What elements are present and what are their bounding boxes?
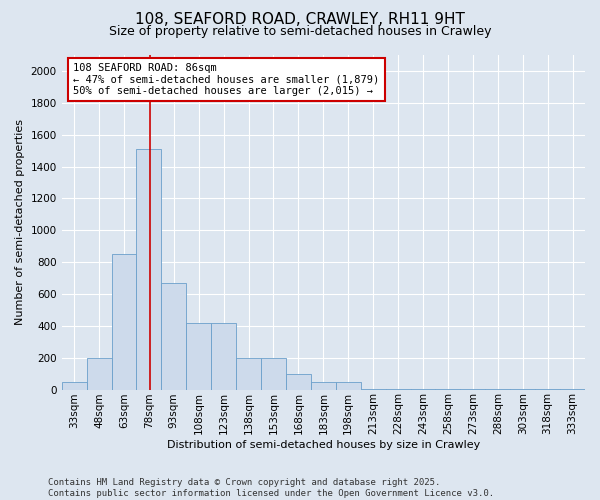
Text: Contains HM Land Registry data © Crown copyright and database right 2025.
Contai: Contains HM Land Registry data © Crown c… [48, 478, 494, 498]
Y-axis label: Number of semi-detached properties: Number of semi-detached properties [15, 120, 25, 326]
Text: Size of property relative to semi-detached houses in Crawley: Size of property relative to semi-detach… [109, 25, 491, 38]
Bar [286, 374, 311, 390]
Text: 108, SEAFORD ROAD, CRAWLEY, RH11 9HT: 108, SEAFORD ROAD, CRAWLEY, RH11 9HT [135, 12, 465, 28]
Bar [386, 388, 410, 390]
Bar [361, 388, 386, 390]
Bar [410, 388, 436, 390]
Text: 108 SEAFORD ROAD: 86sqm
← 47% of semi-detached houses are smaller (1,879)
50% of: 108 SEAFORD ROAD: 86sqm ← 47% of semi-de… [73, 63, 380, 96]
Bar [460, 388, 485, 390]
Bar [136, 149, 161, 390]
Bar [186, 322, 211, 390]
Bar [62, 382, 86, 390]
Bar [436, 388, 460, 390]
Bar [485, 388, 510, 390]
Bar [535, 388, 560, 390]
Bar [236, 358, 261, 390]
Bar [510, 388, 535, 390]
Bar [311, 382, 336, 390]
Bar [211, 322, 236, 390]
Bar [336, 382, 361, 390]
Bar [86, 358, 112, 390]
X-axis label: Distribution of semi-detached houses by size in Crawley: Distribution of semi-detached houses by … [167, 440, 480, 450]
Bar [560, 388, 585, 390]
Bar [112, 254, 136, 390]
Bar [261, 358, 286, 390]
Bar [161, 283, 186, 390]
